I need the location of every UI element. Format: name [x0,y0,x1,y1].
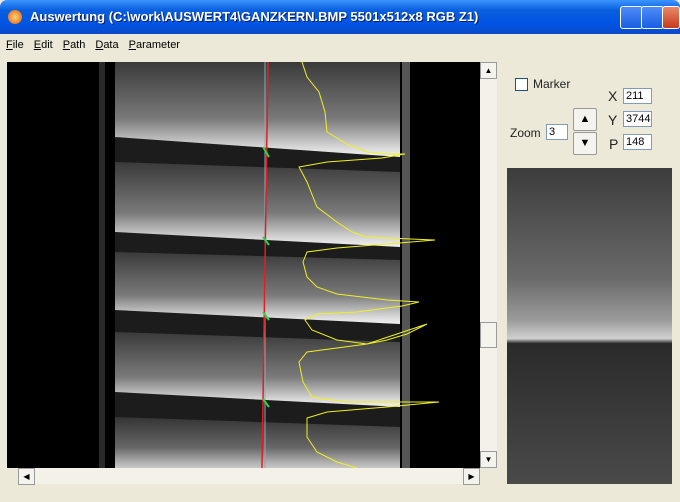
zoom-down[interactable]: ▼ [573,132,597,155]
vertical-scrollbar[interactable]: ▲ ▼ [480,62,497,468]
window-title: Auswertung (C:\work\AUSWERT4\GANZKERN.BM… [30,9,478,24]
horizontal-scrollbar[interactable]: ◀ ▶ [18,468,480,484]
menu-item[interactable]: Edit [34,36,53,54]
close-button[interactable] [662,6,680,29]
x-input[interactable]: 211 [623,88,652,104]
window: Auswertung (C:\work\AUSWERT4\GANZKERN.BM… [0,0,680,502]
app-icon [8,10,22,24]
zoom-view [507,168,672,484]
p-label: P [609,136,618,152]
menu-item[interactable]: File [6,36,24,54]
menu-bar: File Edit Path Data Parameter [0,36,680,54]
zoom-up[interactable]: ▲ [573,108,597,131]
scroll-right[interactable]: ▶ [463,468,480,485]
zoom-label: Zoom [510,126,541,140]
x-label: X [608,88,617,104]
core-image[interactable] [7,62,480,468]
marker-label: Marker [533,77,570,91]
menu-item[interactable]: Data [95,36,118,54]
title-bar: Auswertung (C:\work\AUSWERT4\GANZKERN.BM… [0,0,680,34]
menu-item[interactable]: Path [63,36,86,54]
minimize-button[interactable] [620,6,643,29]
maximize-button[interactable] [641,6,664,29]
scroll-thumb[interactable] [480,322,497,348]
marker-checkbox[interactable] [515,78,528,91]
scroll-up[interactable]: ▲ [480,62,497,79]
menu-item[interactable]: Parameter [129,36,180,54]
p-input[interactable]: 148 [623,134,652,150]
y-label: Y [608,112,617,128]
y-input[interactable]: 3744 [623,111,652,127]
scroll-down[interactable]: ▼ [480,451,497,468]
scroll-left[interactable]: ◀ [18,468,35,485]
zoom-input[interactable]: 3 [546,124,568,140]
